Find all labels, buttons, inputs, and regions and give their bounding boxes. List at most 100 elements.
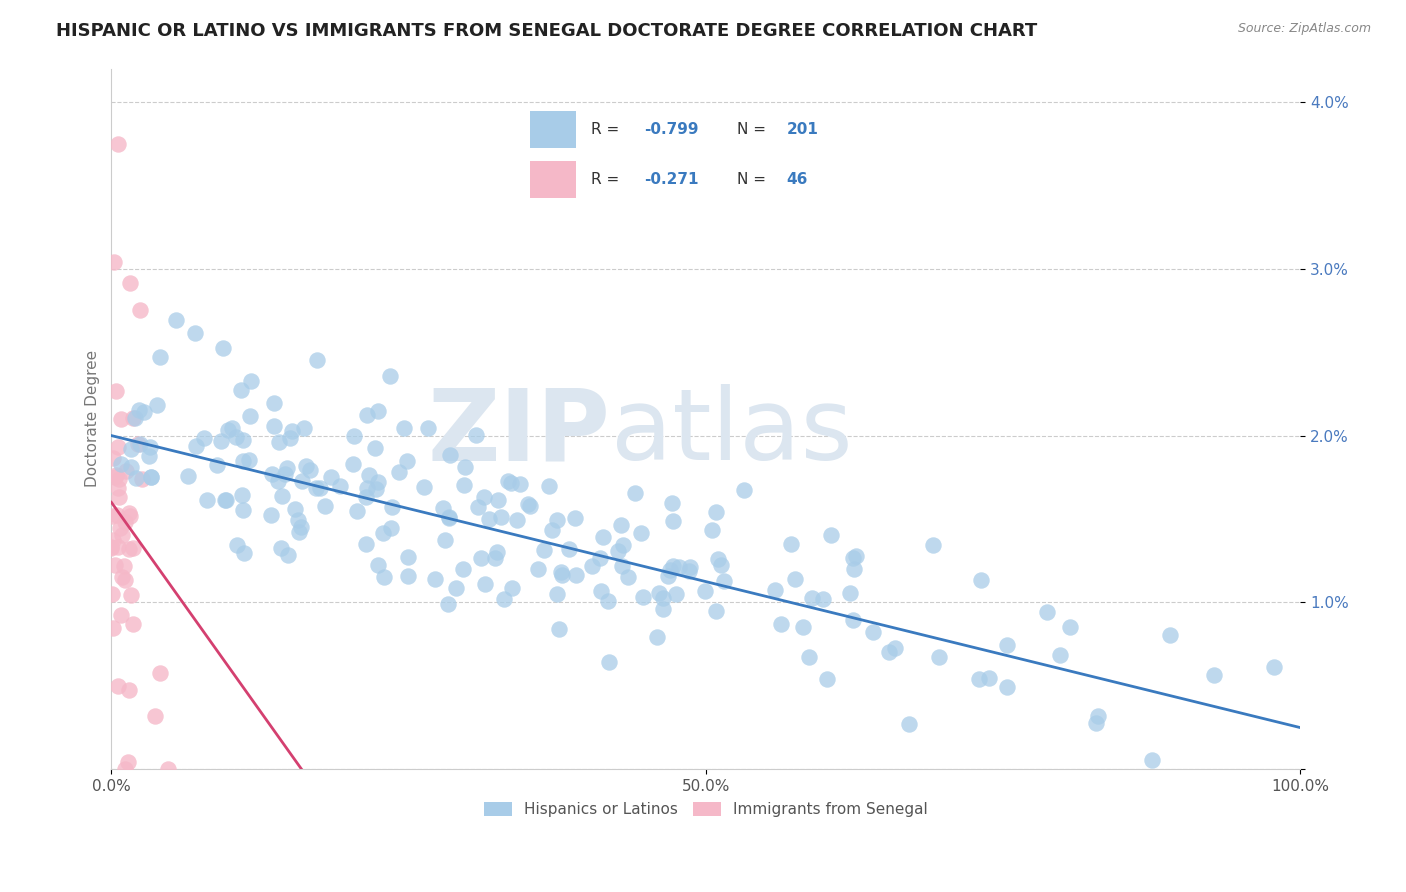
Point: [101, 533, 124, 548]
Point: [395, 454, 418, 468]
Point: [211, 341, 233, 355]
Point: [492, 591, 515, 606]
Point: [298, 463, 321, 477]
Point: [145, 398, 167, 412]
Point: [467, 500, 489, 515]
Point: [665, 587, 688, 601]
Point: [284, 501, 307, 516]
Point: [156, 762, 179, 776]
Point: [380, 521, 402, 535]
Point: [308, 482, 330, 496]
Point: [657, 569, 679, 583]
Point: [541, 524, 564, 538]
Point: [226, 538, 249, 552]
Point: [373, 570, 395, 584]
Y-axis label: Doctorate Degree: Doctorate Degree: [86, 351, 100, 487]
Point: [364, 482, 387, 496]
Point: [470, 550, 492, 565]
Point: [107, 137, 129, 152]
Point: [652, 602, 675, 616]
Point: [277, 548, 299, 562]
Point: [217, 423, 239, 437]
Point: [128, 403, 150, 417]
Point: [797, 649, 820, 664]
Point: [260, 508, 283, 522]
Point: [267, 475, 290, 489]
Point: [651, 591, 673, 605]
Point: [233, 546, 256, 560]
Point: [695, 583, 717, 598]
Point: [437, 510, 460, 524]
Point: [516, 497, 538, 511]
Point: [231, 488, 253, 502]
Point: [844, 562, 866, 576]
Point: [496, 475, 519, 489]
Point: [820, 528, 842, 542]
Point: [149, 350, 172, 364]
Point: [970, 573, 993, 587]
Point: [598, 593, 620, 607]
Point: [883, 640, 905, 655]
Point: [706, 552, 728, 566]
Point: [668, 559, 690, 574]
Point: [783, 572, 806, 586]
Point: [118, 541, 141, 556]
Point: [839, 586, 862, 600]
Point: [661, 514, 683, 528]
Point: [967, 673, 990, 687]
Point: [111, 570, 134, 584]
Point: [112, 558, 135, 573]
Point: [733, 483, 755, 498]
Point: [111, 528, 134, 542]
Point: [1202, 668, 1225, 682]
Point: [1059, 619, 1081, 633]
Point: [704, 505, 727, 519]
Point: [108, 521, 131, 535]
Point: [453, 478, 475, 492]
Point: [215, 493, 238, 508]
Point: [110, 412, 132, 426]
Point: [527, 562, 550, 576]
Point: [617, 569, 640, 583]
Point: [278, 431, 301, 445]
Point: [433, 533, 456, 547]
Point: [280, 424, 302, 438]
Point: [101, 450, 124, 465]
Point: [800, 591, 823, 605]
Point: [995, 639, 1018, 653]
Point: [862, 624, 884, 639]
Point: [184, 439, 207, 453]
Point: [815, 673, 838, 687]
Point: [238, 453, 260, 467]
Point: [274, 467, 297, 482]
Point: [108, 491, 131, 505]
Point: [114, 762, 136, 776]
Point: [877, 645, 900, 659]
Point: [928, 650, 950, 665]
Point: [141, 470, 163, 484]
Point: [105, 508, 128, 522]
Point: [263, 396, 285, 410]
Point: [550, 565, 572, 579]
Text: ZIP: ZIP: [427, 384, 610, 482]
Point: [486, 493, 509, 508]
Point: [710, 558, 733, 572]
Point: [413, 479, 436, 493]
Point: [101, 620, 124, 634]
Point: [262, 467, 284, 481]
Point: [122, 411, 145, 425]
Point: [118, 508, 141, 523]
Point: [1036, 605, 1059, 619]
Point: [129, 437, 152, 451]
Point: [679, 560, 702, 574]
Point: [270, 541, 292, 555]
Point: [271, 489, 294, 503]
Point: [288, 524, 311, 539]
Point: [713, 574, 735, 589]
Text: HISPANIC OR LATINO VS IMMIGRANTS FROM SENEGAL DOCTORATE DEGREE CORRELATION CHART: HISPANIC OR LATINO VS IMMIGRANTS FROM SE…: [56, 22, 1038, 40]
Point: [381, 500, 404, 515]
Point: [107, 540, 129, 554]
Point: [662, 559, 685, 574]
Point: [700, 524, 723, 538]
Point: [588, 551, 610, 566]
